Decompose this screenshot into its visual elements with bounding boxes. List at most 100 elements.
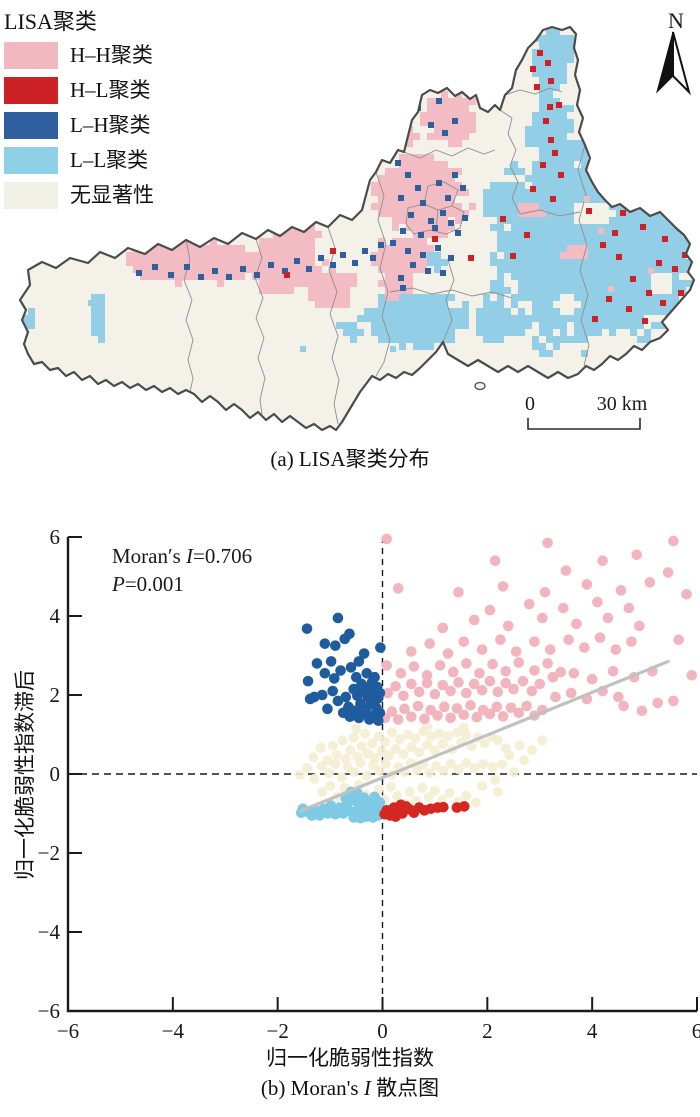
map-cell bbox=[434, 189, 441, 196]
scatter-point bbox=[555, 666, 567, 678]
map-cell bbox=[462, 210, 469, 217]
map-cell bbox=[553, 56, 560, 63]
scatter-point bbox=[508, 683, 519, 695]
map-cell bbox=[693, 238, 694, 245]
map-cell bbox=[301, 245, 308, 252]
scatter-point bbox=[406, 742, 417, 753]
map-cell bbox=[440, 270, 446, 276]
map-cell bbox=[595, 203, 602, 210]
map-cell bbox=[448, 210, 455, 217]
map-cell bbox=[581, 259, 588, 266]
map-cell bbox=[196, 245, 203, 252]
scatter-point bbox=[432, 710, 443, 721]
map-cell bbox=[175, 245, 182, 252]
map-cell bbox=[490, 301, 497, 308]
map-cell bbox=[385, 266, 392, 273]
map-cell bbox=[189, 245, 196, 252]
map-cell bbox=[602, 147, 609, 154]
map-cell bbox=[532, 133, 539, 140]
map-cell bbox=[497, 315, 504, 322]
scatter-point bbox=[497, 711, 509, 722]
map-cell bbox=[651, 217, 658, 224]
scatter-point bbox=[500, 666, 511, 677]
map-cell bbox=[567, 196, 574, 203]
scatter-point bbox=[484, 708, 496, 720]
scatter-point bbox=[673, 634, 684, 645]
map-cell bbox=[511, 56, 518, 63]
map-cell bbox=[371, 182, 378, 189]
scatter-point bbox=[373, 731, 384, 742]
map-cell bbox=[357, 315, 364, 322]
map-cell bbox=[497, 231, 504, 238]
map-cell bbox=[280, 217, 287, 224]
map-cell bbox=[539, 294, 546, 301]
map-cell bbox=[560, 161, 567, 168]
map-cell bbox=[490, 210, 497, 217]
map-cell bbox=[574, 189, 581, 196]
map-cell bbox=[385, 196, 392, 203]
map-cell bbox=[511, 315, 518, 322]
map-cell bbox=[448, 220, 454, 226]
map-cell bbox=[581, 224, 588, 231]
scatter-point bbox=[550, 691, 561, 703]
map-cell bbox=[637, 315, 644, 322]
map-cell bbox=[616, 231, 623, 238]
map-cell bbox=[530, 66, 536, 72]
scatter-series bbox=[379, 533, 698, 725]
map-cell bbox=[504, 308, 511, 315]
map-cell bbox=[315, 301, 322, 308]
map-cell bbox=[546, 329, 553, 336]
map-cell bbox=[532, 273, 539, 280]
scatter-point bbox=[340, 753, 351, 764]
map-cell bbox=[497, 336, 504, 343]
scatter-point bbox=[402, 729, 413, 740]
map-cell bbox=[504, 231, 511, 238]
map-cell bbox=[399, 308, 406, 315]
map-cell bbox=[133, 238, 140, 245]
map-cell bbox=[630, 182, 637, 189]
map-cell bbox=[329, 280, 336, 287]
map-cell bbox=[406, 266, 413, 273]
map-cell bbox=[553, 28, 560, 35]
map-cell bbox=[530, 186, 536, 192]
scatter-point bbox=[392, 714, 404, 725]
map-cell bbox=[651, 322, 658, 329]
map-cell bbox=[553, 245, 560, 252]
map-cell bbox=[581, 147, 588, 154]
map-cell bbox=[175, 252, 182, 259]
map-cell bbox=[602, 210, 609, 217]
map-cell bbox=[581, 301, 588, 308]
map-cell bbox=[390, 240, 396, 246]
map-cell bbox=[532, 217, 539, 224]
map-cell bbox=[672, 287, 679, 294]
map-cell bbox=[441, 224, 448, 231]
map-cell bbox=[637, 182, 644, 189]
scatter-point bbox=[461, 658, 472, 669]
map-cell bbox=[504, 287, 511, 294]
map-cell bbox=[441, 105, 448, 112]
map-cell bbox=[441, 182, 448, 189]
scatter-point bbox=[510, 646, 522, 657]
map-cell bbox=[560, 105, 567, 112]
map-cell bbox=[539, 140, 546, 147]
map-cell bbox=[399, 280, 406, 287]
legend-swatch bbox=[4, 147, 58, 174]
map-cell bbox=[532, 161, 539, 168]
scatter-point bbox=[404, 786, 415, 797]
map-cell bbox=[609, 224, 616, 231]
scatter-point bbox=[490, 774, 501, 785]
map-cell bbox=[532, 203, 539, 210]
map-cell bbox=[609, 182, 616, 189]
map-cell bbox=[378, 245, 385, 252]
map-cell bbox=[665, 224, 672, 231]
map-cell bbox=[385, 329, 392, 336]
map-cell bbox=[518, 308, 525, 315]
scatter-point bbox=[439, 701, 450, 713]
map-cell bbox=[343, 329, 350, 336]
map-cell bbox=[546, 350, 553, 357]
map-cell bbox=[434, 119, 441, 126]
map-cell bbox=[266, 280, 273, 287]
map-cell bbox=[588, 273, 595, 280]
map-cell bbox=[308, 231, 315, 238]
map-cell bbox=[553, 294, 560, 301]
